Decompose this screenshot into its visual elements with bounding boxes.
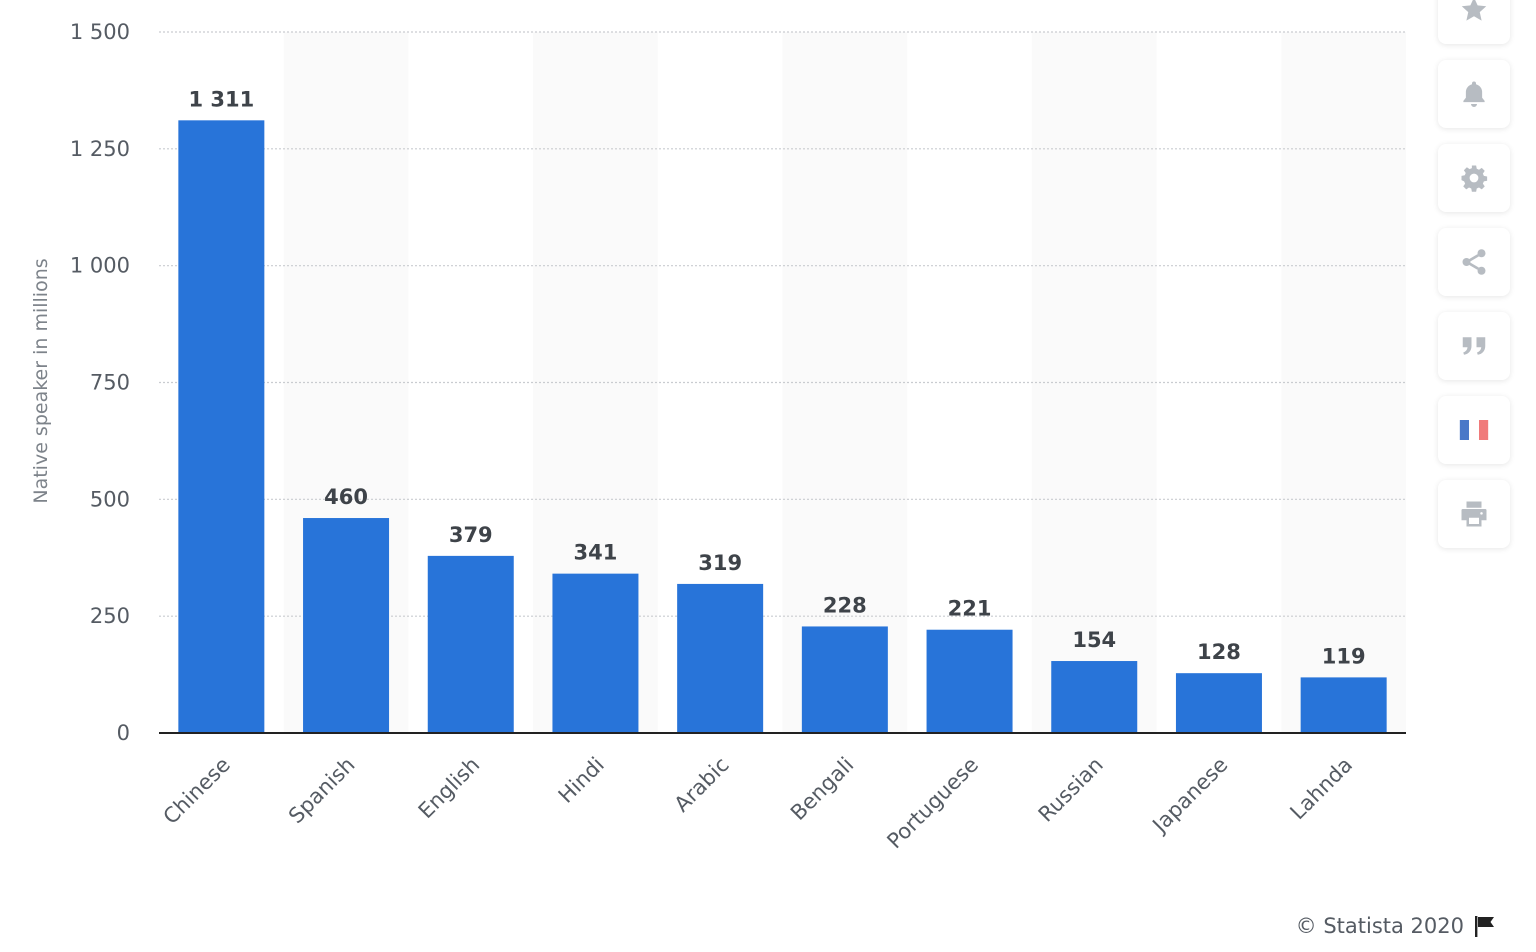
category-labels: Chinese Spanish English Hindi Arabic Bengali P…	[159, 753, 1358, 854]
favorite-button[interactable]	[1438, 0, 1510, 44]
category-label: Hindi	[554, 753, 609, 808]
bar-value-labels: 1 311 460 379 341 319 228 221 154 128 119	[188, 87, 1365, 668]
flag-fr-icon	[1459, 420, 1489, 440]
category-label: Japanese	[1147, 753, 1233, 839]
bar-value-label: 128	[1197, 640, 1241, 664]
notification-button[interactable]	[1438, 60, 1510, 128]
bar-spanish[interactable]	[303, 518, 390, 733]
bar-value-label: 460	[324, 485, 368, 509]
bar-arabic[interactable]	[677, 583, 764, 733]
bar-bengali[interactable]	[801, 626, 888, 733]
flag-icon[interactable]	[1474, 914, 1500, 938]
share-button[interactable]	[1438, 228, 1510, 296]
y-tick-label: 500	[90, 487, 130, 511]
share-icon	[1462, 249, 1486, 275]
bar-value-label: 341	[574, 541, 618, 565]
y-tick-label: 250	[90, 604, 130, 628]
category-label: Chinese	[159, 753, 235, 829]
citation-button[interactable]	[1438, 312, 1510, 380]
y-tick-label: 1 500	[70, 20, 130, 44]
category-label: Arabic	[670, 753, 734, 817]
gear-icon	[1461, 165, 1488, 192]
bar-hindi[interactable]	[552, 573, 639, 733]
credit-text[interactable]: © Statista 2020	[1295, 914, 1464, 938]
bar-value-label: 154	[1072, 628, 1116, 652]
y-tick-label: 0	[117, 721, 130, 745]
print-icon	[1461, 501, 1487, 527]
language-button[interactable]	[1438, 396, 1510, 464]
y-tick-label: 1 000	[70, 254, 130, 278]
y-tick-label: 750	[90, 371, 130, 395]
bar-value-label: 1 311	[188, 87, 254, 111]
y-tick-label: 1 250	[70, 137, 130, 161]
bar-japanese[interactable]	[1175, 673, 1262, 733]
settings-button[interactable]	[1438, 144, 1510, 212]
category-label: Spanish	[284, 753, 360, 829]
bars	[178, 120, 1387, 734]
category-label: Russian	[1034, 753, 1108, 827]
y-axis-ticks: 0 250 500 750 1 000 1 250 1 500	[70, 20, 130, 745]
bar-value-label: 319	[698, 551, 742, 575]
bell-icon	[1463, 81, 1485, 107]
star-icon	[1461, 0, 1487, 21]
category-label: Portuguese	[882, 753, 983, 854]
bar-value-label: 228	[823, 593, 867, 617]
category-label: Bengali	[786, 753, 858, 825]
category-label: Lahnda	[1285, 753, 1357, 825]
bar-russian[interactable]	[1051, 661, 1138, 733]
bar-lahnda[interactable]	[1300, 677, 1387, 733]
print-button[interactable]	[1438, 480, 1510, 548]
quote-icon	[1462, 337, 1486, 355]
credit: © Statista 2020	[1296, 914, 1500, 938]
bar-value-label: 119	[1322, 644, 1366, 668]
bar-portuguese[interactable]	[926, 629, 1013, 733]
y-axis-title: Native speaker in millions	[30, 258, 52, 503]
bar-value-label: 379	[449, 523, 493, 547]
bar-chinese[interactable]	[178, 120, 265, 734]
bar-english[interactable]	[427, 555, 514, 733]
bar-value-label: 221	[948, 597, 992, 621]
category-label: English	[414, 753, 485, 824]
